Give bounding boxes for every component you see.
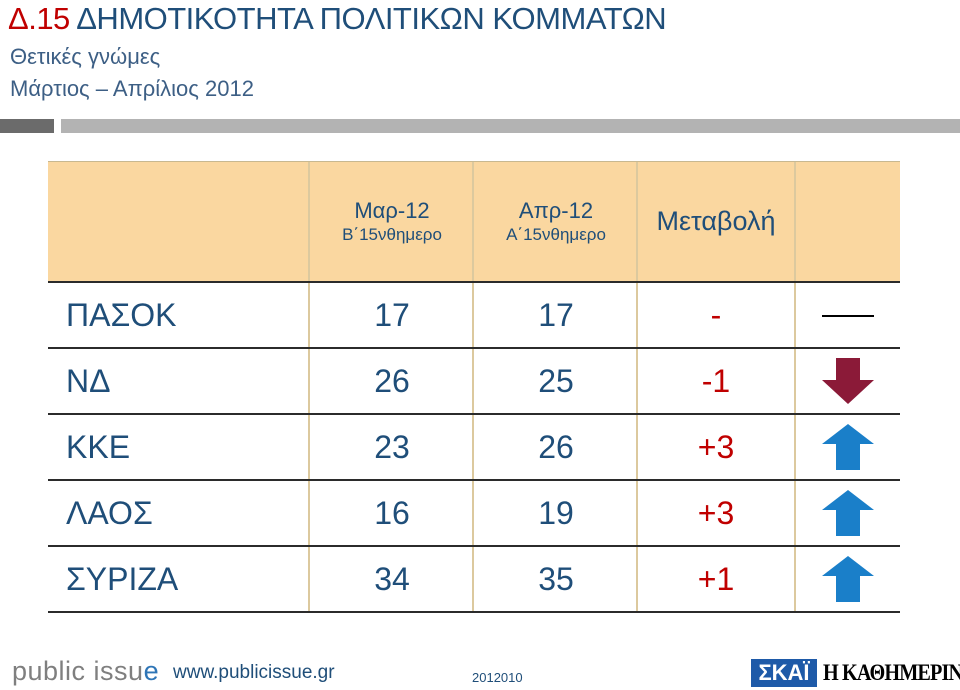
arrow-down-icon xyxy=(822,358,874,404)
column-header-mar: Μαρ-12 Β΄15νθημερο xyxy=(310,161,474,282)
party-name: ΠΑΣΟΚ xyxy=(66,297,177,333)
value-mar: 16 xyxy=(374,495,410,531)
column-header-mar-label: Μαρ-12 xyxy=(354,198,430,223)
decor-bar-dark xyxy=(0,119,54,133)
title-code: Δ.15 xyxy=(8,1,70,36)
value-change: +1 xyxy=(697,561,735,597)
value-change: - xyxy=(710,297,722,333)
table-header-background xyxy=(48,161,900,282)
value-apr: 35 xyxy=(538,561,574,597)
page-title: Δ.15 ΔΗΜΟΤΙΚΟΤΗΤΑ ΠΟΛΙΤΙΚΩΝ ΚΟΜΜΑΤΩΝ xyxy=(8,0,667,38)
table-row: ΛΑΟΣ 16 19 +3 xyxy=(48,480,900,546)
title-text: ΔΗΜΟΤΙΚΟΤΗΤΑ ΠΟΛΙΤΙΚΩΝ ΚΟΜΜΑΤΩΝ xyxy=(76,1,667,36)
subtitle: Θετικές γνώμες xyxy=(10,44,161,69)
footer-url[interactable]: www.publicissue.gr xyxy=(173,662,335,683)
column-divider xyxy=(636,161,638,613)
column-header-mar-sublabel: Β΄15νθημερο xyxy=(342,225,442,244)
table-row: ΠΑΣΟΚ 17 17 - xyxy=(48,282,900,348)
table-row: ΚΚΕ 23 26 +3 xyxy=(48,414,900,480)
arrow-up-icon xyxy=(822,556,874,602)
row-divider xyxy=(48,161,900,162)
value-apr: 17 xyxy=(538,297,574,333)
arrow-up-icon xyxy=(822,490,874,536)
value-mar: 23 xyxy=(374,429,410,465)
value-mar: 26 xyxy=(374,363,410,399)
column-divider xyxy=(472,161,474,613)
row-divider xyxy=(48,611,900,613)
value-apr: 19 xyxy=(538,495,574,531)
table-row: ΣΥΡΙΖΑ 34 35 +1 xyxy=(48,546,900,612)
public-issue-logo: public issue xyxy=(12,656,159,687)
flat-line-icon xyxy=(822,315,874,317)
party-name: ΝΔ xyxy=(66,363,111,399)
row-divider xyxy=(48,281,900,283)
value-change: +3 xyxy=(697,429,735,465)
party-name: ΛΑΟΣ xyxy=(66,495,153,531)
table-row: ΝΔ 26 25 -1 xyxy=(48,348,900,414)
row-divider xyxy=(48,479,900,481)
row-divider xyxy=(48,347,900,349)
value-mar: 17 xyxy=(374,297,410,333)
logo-text-accent: e xyxy=(143,656,160,686)
footer-code: 2012010 xyxy=(472,670,523,685)
column-header-apr-sublabel: Α΄15νθημερο xyxy=(506,225,606,244)
skai-logo: ΣΚΑΪ xyxy=(751,659,817,687)
value-mar: 34 xyxy=(374,561,410,597)
party-name: ΚΚΕ xyxy=(66,429,131,465)
kathimerini-logo: Η ΚΑΘΗΜΕΡΙΝΗ xyxy=(823,660,960,685)
row-divider xyxy=(48,545,900,547)
column-divider xyxy=(308,161,310,613)
column-header-change: Μεταβολή xyxy=(638,161,794,282)
column-divider xyxy=(794,161,796,613)
value-change: -1 xyxy=(701,363,731,399)
arrow-up-icon xyxy=(822,424,874,470)
popularity-table: Μαρ-12 Β΄15νθημερο Απρ-12 Α΄15νθημερο Με… xyxy=(48,161,900,613)
logo-text: public issu xyxy=(12,656,144,686)
value-change: +3 xyxy=(697,495,735,531)
value-apr: 25 xyxy=(538,363,574,399)
value-apr: 26 xyxy=(538,429,574,465)
column-header-apr: Απρ-12 Α΄15νθημερο xyxy=(474,161,638,282)
decor-bar-light xyxy=(61,119,960,133)
column-header-change-label: Μεταβολή xyxy=(656,206,776,236)
period-label: Μάρτιος – Απρίλιος 2012 xyxy=(10,76,254,101)
party-name: ΣΥΡΙΖΑ xyxy=(66,561,179,597)
column-header-apr-label: Απρ-12 xyxy=(518,198,594,223)
row-divider xyxy=(48,413,900,415)
